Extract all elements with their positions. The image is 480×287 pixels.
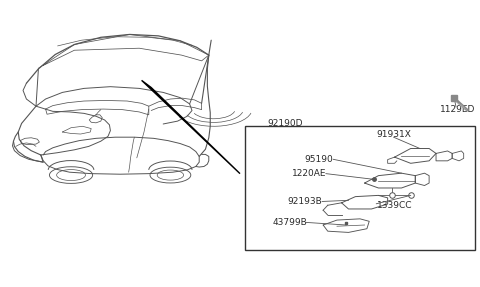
Text: 1220AE: 1220AE: [292, 169, 326, 178]
Text: 1129ED: 1129ED: [440, 105, 475, 114]
Text: 1339CC: 1339CC: [377, 201, 412, 210]
Bar: [245, 126, 475, 250]
Polygon shape: [142, 80, 240, 174]
Text: 95190: 95190: [305, 155, 334, 164]
Text: 43799B: 43799B: [273, 218, 307, 227]
Text: 92190D: 92190D: [267, 119, 302, 129]
Text: 91931X: 91931X: [376, 130, 411, 139]
Text: 92193B: 92193B: [288, 197, 323, 206]
